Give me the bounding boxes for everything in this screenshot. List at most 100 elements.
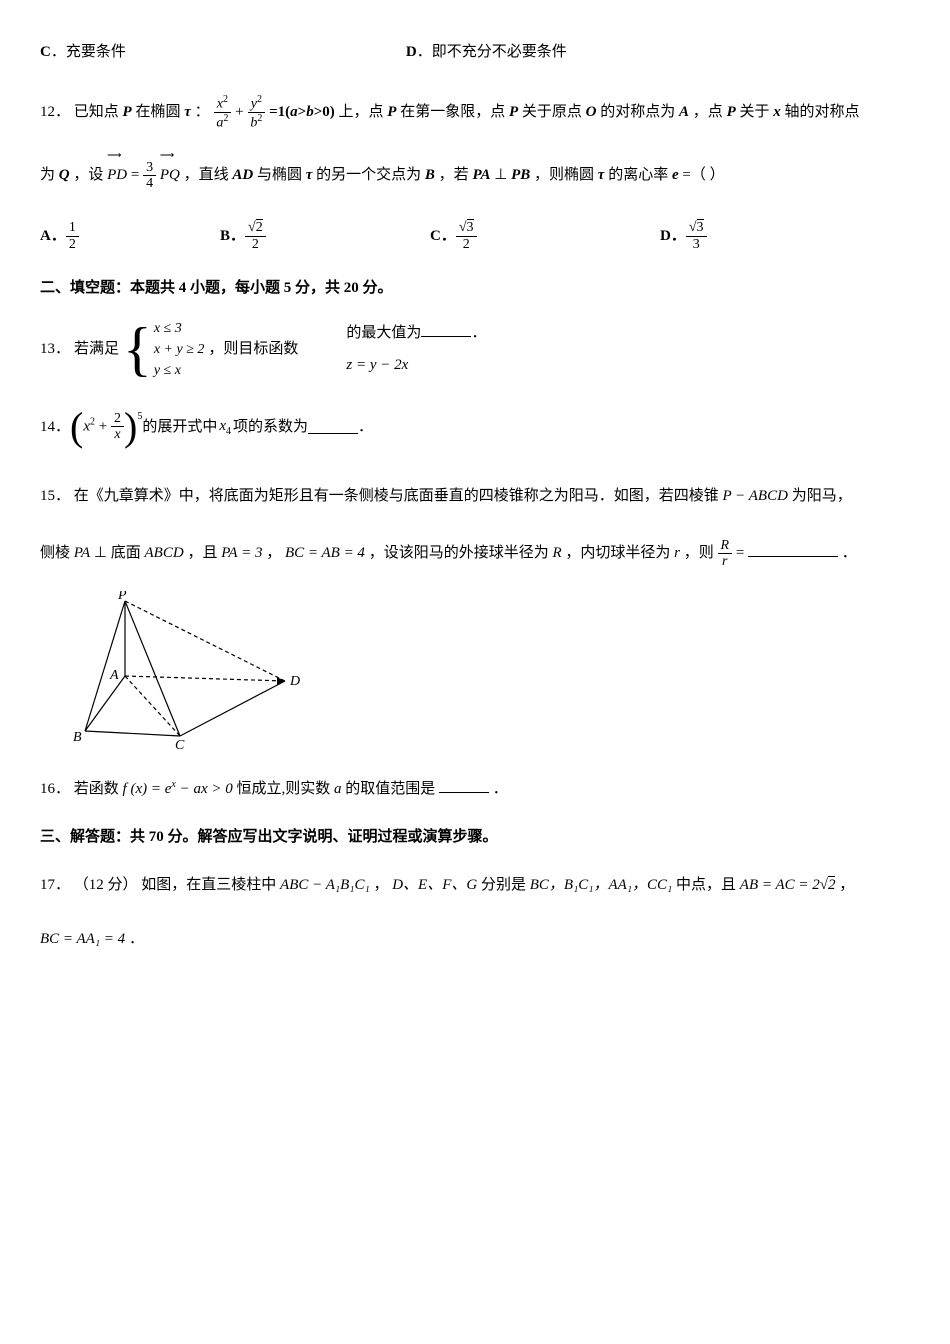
q12-choices: A． 1 2 B． √2 2 C． √3 2 D． √3 3 xyxy=(40,220,910,252)
q12-cC-r: 3 xyxy=(467,219,474,235)
q12-cD-frac: √3 3 xyxy=(686,220,707,252)
q15-num: 15． xyxy=(40,488,70,504)
q14-binom: ( x2 + 2 x ) 5 xyxy=(70,407,142,447)
section3-heading: 三、解答题：共 70 分。解答应写出文字说明、证明过程或演算步骤。 xyxy=(40,825,910,849)
q14-t1: 的展开式中 xyxy=(142,415,217,439)
q14: 14． ( x2 + 2 x ) 5 的展开式中 x4 项的系数为 ． xyxy=(40,407,910,447)
q12-t13: 的另一个交点为 xyxy=(316,167,421,183)
q15-line1: 15． 在《九章算术》中，将底面为矩形且有一条侧棱与底面垂直的四棱锥称之为阳马．… xyxy=(40,477,910,516)
q17-mids: BC，B₁C₁，AA₁，CC₁ xyxy=(530,877,673,893)
q12-PQ: PQ xyxy=(160,167,180,183)
q12-t10: ，设 xyxy=(73,167,103,183)
q12-cD-lbl: D． xyxy=(660,224,686,248)
q16-t3: 的取值范围是 xyxy=(345,781,435,797)
choice-d: D． √3 3 xyxy=(660,220,840,252)
q15-c1: ， xyxy=(266,545,281,561)
edge-AD xyxy=(125,676,285,681)
q14-x4x: x xyxy=(219,418,226,434)
q12-t2: 在椭圆 xyxy=(135,104,180,120)
option-d-label: D xyxy=(406,44,417,60)
q15-l2t1: 侧棱 xyxy=(40,545,70,561)
q12-cB-lbl: B． xyxy=(220,224,245,248)
q14-num: 14． xyxy=(40,415,70,439)
option-c: C．充要条件 xyxy=(40,40,126,64)
q15-R: R xyxy=(552,545,561,561)
q12-frac1: x2 a2 xyxy=(213,94,231,131)
q12-gt1: > xyxy=(298,104,307,120)
q13: 13． 若满足 { x ≤ 3 x + y ≥ 2 y ≤ x ，则目标函数 的… xyxy=(40,318,910,381)
label-P: P xyxy=(117,591,127,603)
q12-line1: 12． 已知点 P 在椭圆 τ ： x2 a2 + y2 b2 =1(a>b>0… xyxy=(40,94,910,131)
q15-diagram: P A B C D xyxy=(70,591,300,751)
q13-period: ． xyxy=(471,325,486,341)
q13-t1: 若满足 xyxy=(74,337,119,361)
q12-t3: 上，点 xyxy=(339,104,384,120)
q14-fd: x xyxy=(111,427,123,442)
option-c-text: ．充要条件 xyxy=(51,44,126,60)
q16-blank xyxy=(439,779,489,793)
q12-P4: P xyxy=(727,104,736,120)
q14-plus: + xyxy=(99,418,111,434)
q12-t8: 关于 xyxy=(739,104,769,120)
choice-b: B． √2 2 xyxy=(220,220,430,252)
q12-B: B xyxy=(425,167,435,183)
q13-sys1: x ≤ 3 xyxy=(154,318,205,339)
q13-z: z = y − 2x xyxy=(346,353,408,377)
q12-tau: τ xyxy=(184,104,191,120)
q15-BCeq: BC = AB = 4 xyxy=(285,545,365,561)
q12-b: b xyxy=(306,104,314,120)
q12-Q: Q xyxy=(59,167,70,183)
q17-l2: BC = AA₁ = 4 xyxy=(40,931,125,947)
q15-t1: 在《九章算术》中，将底面为矩形且有一条侧棱与底面垂直的四棱锥称之为阳马．如图，若… xyxy=(74,488,719,504)
q12-P2: P xyxy=(387,104,396,120)
q13-t2: ，则目标函数 xyxy=(208,337,298,361)
q12-e: e xyxy=(672,167,679,183)
q12-x: x xyxy=(773,104,781,120)
q12-t5: 关于原点 xyxy=(522,104,582,120)
q17-line1: 17． （12 分） 如图，在直三棱柱中 ABC − A₁B₁C₁ ， D、E、… xyxy=(40,867,910,903)
q12-t1: 已知点 xyxy=(74,104,119,120)
q12-cB-d: 2 xyxy=(249,237,262,252)
q12-cC-lbl: C． xyxy=(430,224,456,248)
label-D: D xyxy=(289,674,300,689)
q12-cA-lbl: A． xyxy=(40,224,66,248)
q12-perp: ⊥ xyxy=(494,167,507,183)
q12-tau2: τ xyxy=(306,167,313,183)
q17-line2: BC = AA₁ = 4 ． xyxy=(40,921,910,957)
q15-PAeq: PA = 3 xyxy=(221,545,262,561)
q12-line2: 为 Q ，设 ⟶ PD = 3 4 ⟶ PQ ，直线 AD 与椭圆 τ 的另一个… xyxy=(40,159,910,192)
q15-PA: PA xyxy=(74,545,90,561)
label-B: B xyxy=(73,730,82,745)
q17-t3: 中点，且 xyxy=(676,877,736,893)
q16-t2: 恒成立,则实数 xyxy=(237,781,331,797)
edge-AC xyxy=(125,676,180,736)
q13-num: 13． xyxy=(40,337,70,361)
q17-DEFG: D、E、F、G xyxy=(392,877,477,893)
option-d-text: ．即不充分不必要条件 xyxy=(417,44,567,60)
q16-t1: 若函数 xyxy=(74,781,119,797)
q15-r: r xyxy=(674,545,680,561)
q14-fn: 2 xyxy=(111,411,124,427)
q15-frac-Rr: R r xyxy=(718,538,733,570)
section2-heading: 二、填空题：本题共 4 小题，每小题 5 分，共 20 分。 xyxy=(40,276,910,300)
q12-t9: 轴的对称点 xyxy=(785,104,860,120)
q15-t5: ，设该阳马的外接球半径为 xyxy=(369,545,549,561)
q12-cB-r: 2 xyxy=(256,219,263,235)
q17-sqrt2: 2 xyxy=(828,876,836,893)
q15-t7: ，则 xyxy=(684,545,714,561)
q12-tau3: τ xyxy=(598,167,605,183)
q12-frac2: y2 b2 xyxy=(247,94,265,131)
q12-t7: ，点 xyxy=(693,104,723,120)
q12-t4: 在第一象限，点 xyxy=(400,104,505,120)
q14-period: ． xyxy=(358,415,373,439)
q12-t15: ，则椭圆 xyxy=(534,167,594,183)
q17-prism: ABC − A₁B₁C₁ xyxy=(280,877,370,893)
q12-eq1: =1( xyxy=(269,104,290,120)
edge-AB xyxy=(85,676,125,731)
q15-t2: 为阳马， xyxy=(792,488,852,504)
q16-period: ． xyxy=(493,781,508,797)
q12-cA-d: 2 xyxy=(66,237,79,252)
q15-line2: 侧棱 PA ⊥ 底面 ABCD ，且 PA = 3 ， BC = AB = 4 … xyxy=(40,534,910,573)
rparen-icon: ) xyxy=(124,407,137,447)
q12-cD-r: 3 xyxy=(697,219,704,235)
